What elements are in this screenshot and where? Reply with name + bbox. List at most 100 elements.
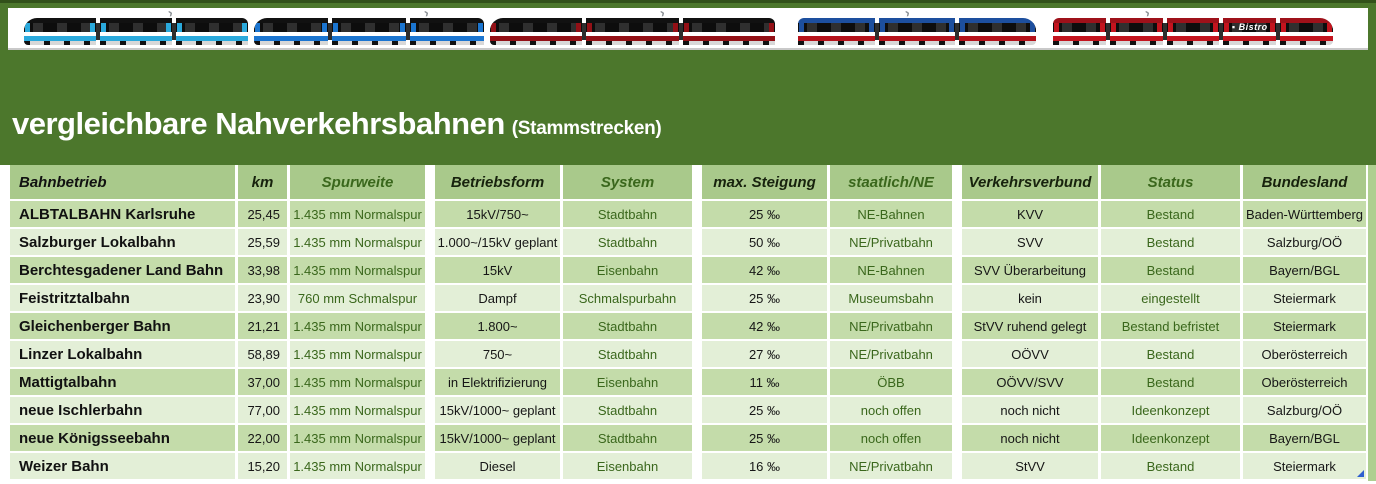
table-cell: NE/Privatbahn <box>830 229 962 257</box>
table-cell: neue Ischlerbahn <box>10 397 238 425</box>
train-car-stripe <box>176 36 248 41</box>
table-cell: Ideenkonzept <box>1101 425 1243 453</box>
table-cell: 1.435 mm Normalspur <box>290 257 435 285</box>
train-car-under <box>1053 41 1106 45</box>
table-cell: 33,98 <box>238 257 290 285</box>
table-cell: Museumsbahn <box>830 285 962 313</box>
train-image-tram-darkred[interactable] <box>490 14 775 45</box>
train-car-stripe <box>24 36 96 41</box>
train-car-mid <box>586 32 679 36</box>
table-cell: OÖVV <box>962 341 1101 369</box>
train-car-roof <box>1109 18 1163 23</box>
table-cell: noch nicht <box>962 425 1101 453</box>
table-cell: 37,00 <box>238 369 290 397</box>
train-image-stadtbahn-blue[interactable] <box>254 14 484 45</box>
train-car-under <box>1223 41 1277 45</box>
train-car-under <box>254 41 328 45</box>
train-car-under <box>100 41 172 45</box>
train-car <box>1166 18 1220 45</box>
train-image-train-red-bistro[interactable]: Bistro <box>1053 14 1333 45</box>
train-car <box>254 18 328 45</box>
train-car-roof <box>490 18 583 23</box>
train-car-under <box>410 41 484 45</box>
train-car-mid <box>254 32 328 36</box>
table-cell: Bestand <box>1101 201 1243 229</box>
table-row: Mattigtalbahn 37,00 1.435 mm Normalspur in … <box>10 369 1368 397</box>
train-car-stripe <box>1166 36 1220 41</box>
train-car-under <box>1166 41 1220 45</box>
train-car-under <box>1109 41 1163 45</box>
table-cell: StVV <box>962 453 1101 481</box>
table-cell: 25,59 <box>238 229 290 257</box>
table-cell: 1.435 mm Normalspur <box>290 201 435 229</box>
train-car <box>586 18 679 45</box>
table-cell: noch offen <box>830 425 962 453</box>
table-cell: Eisenbahn <box>563 369 702 397</box>
train-gangway <box>678 23 683 40</box>
table-cell: noch nicht <box>962 397 1101 425</box>
train-car-win <box>410 23 484 32</box>
table-cell: OÖVV/SVV <box>962 369 1101 397</box>
train-gangway <box>1162 23 1167 40</box>
table-cell: 42 ‰ <box>702 313 830 341</box>
table-row: neue Ischlerbahn 77,00 1.435 mm Normalspur… <box>10 397 1368 425</box>
train-car-mid <box>490 32 583 36</box>
column-header-bundesland: Bundesland <box>1243 165 1368 201</box>
train-car-win <box>959 23 1037 32</box>
table-cell: 27 ‰ <box>702 341 830 369</box>
table-cell: Oberösterreich <box>1243 341 1368 369</box>
train-car-roof <box>100 18 172 23</box>
train-car-stripe <box>100 36 172 41</box>
table-header-row: Bahnbetrieb km Spurweite Betriebsform System… <box>10 165 1368 201</box>
table-cell: Bestand <box>1101 229 1243 257</box>
train-car-win <box>586 23 679 32</box>
train-gangway <box>955 23 960 40</box>
train-car-stripe <box>1109 36 1163 41</box>
train-image-stadtbahn-cyan[interactable] <box>24 14 248 45</box>
train-gangway <box>1276 23 1281 40</box>
table-cell: 1.435 mm Normalspur <box>290 341 435 369</box>
train-car-win <box>1109 23 1163 32</box>
table-cell: NE/Privatbahn <box>830 453 962 481</box>
train-car: Bistro <box>1223 18 1277 45</box>
table-cell: eingestellt <box>1101 285 1243 313</box>
train-car-roof <box>682 18 775 23</box>
table-cell: Baden-Württemberg <box>1243 201 1368 229</box>
page-title: vergleichbare Nahverkehrsbahnen (Stammst… <box>12 106 662 142</box>
train-car-stripe <box>878 36 956 41</box>
train-car-win <box>254 23 328 32</box>
table-cell: Bestand <box>1101 369 1243 397</box>
table-row: Berchtesgadener Land Bahn 33,98 1.435 mm N… <box>10 257 1368 285</box>
train-image-train-blue-red[interactable] <box>798 14 1037 45</box>
train-car-roof <box>24 18 96 23</box>
top-border <box>0 0 1376 3</box>
table-cell: 1.800~ <box>435 313 563 341</box>
train-car <box>24 18 96 45</box>
train-car <box>1053 18 1106 45</box>
train-gangway <box>328 23 332 40</box>
train-car-win <box>878 23 956 32</box>
comparison-table: Bahnbetrieb km Spurweite Betriebsform System… <box>10 165 1368 481</box>
train-car-mid <box>798 32 875 36</box>
train-car-stripe <box>1280 36 1333 41</box>
table-cell: Stadtbahn <box>563 341 702 369</box>
column-header-bahnbetrieb: Bahnbetrieb <box>10 165 238 201</box>
table-cell: noch offen <box>830 397 962 425</box>
train-car-roof <box>586 18 679 23</box>
train-car-roof <box>1280 18 1333 23</box>
train-car-under <box>1280 41 1333 45</box>
train-car-mid <box>1109 32 1163 36</box>
table-cell: 1.435 mm Normalspur <box>290 229 435 257</box>
table-row: neue Königsseebahn 22,00 1.435 mm Normalsp… <box>10 425 1368 453</box>
train-car-roof <box>1166 18 1220 23</box>
train-car <box>332 18 406 45</box>
train-car-stripe <box>332 36 406 41</box>
train-car-stripe <box>254 36 328 41</box>
table-cell: 25 ‰ <box>702 201 830 229</box>
table-cell: Linzer Lokalbahn <box>10 341 238 369</box>
train-gangway <box>1105 23 1110 40</box>
train-car-win <box>1280 23 1333 32</box>
table-cell: Dampf <box>435 285 563 313</box>
train-car-win <box>682 23 775 32</box>
table-cell: Eisenbahn <box>563 453 702 481</box>
